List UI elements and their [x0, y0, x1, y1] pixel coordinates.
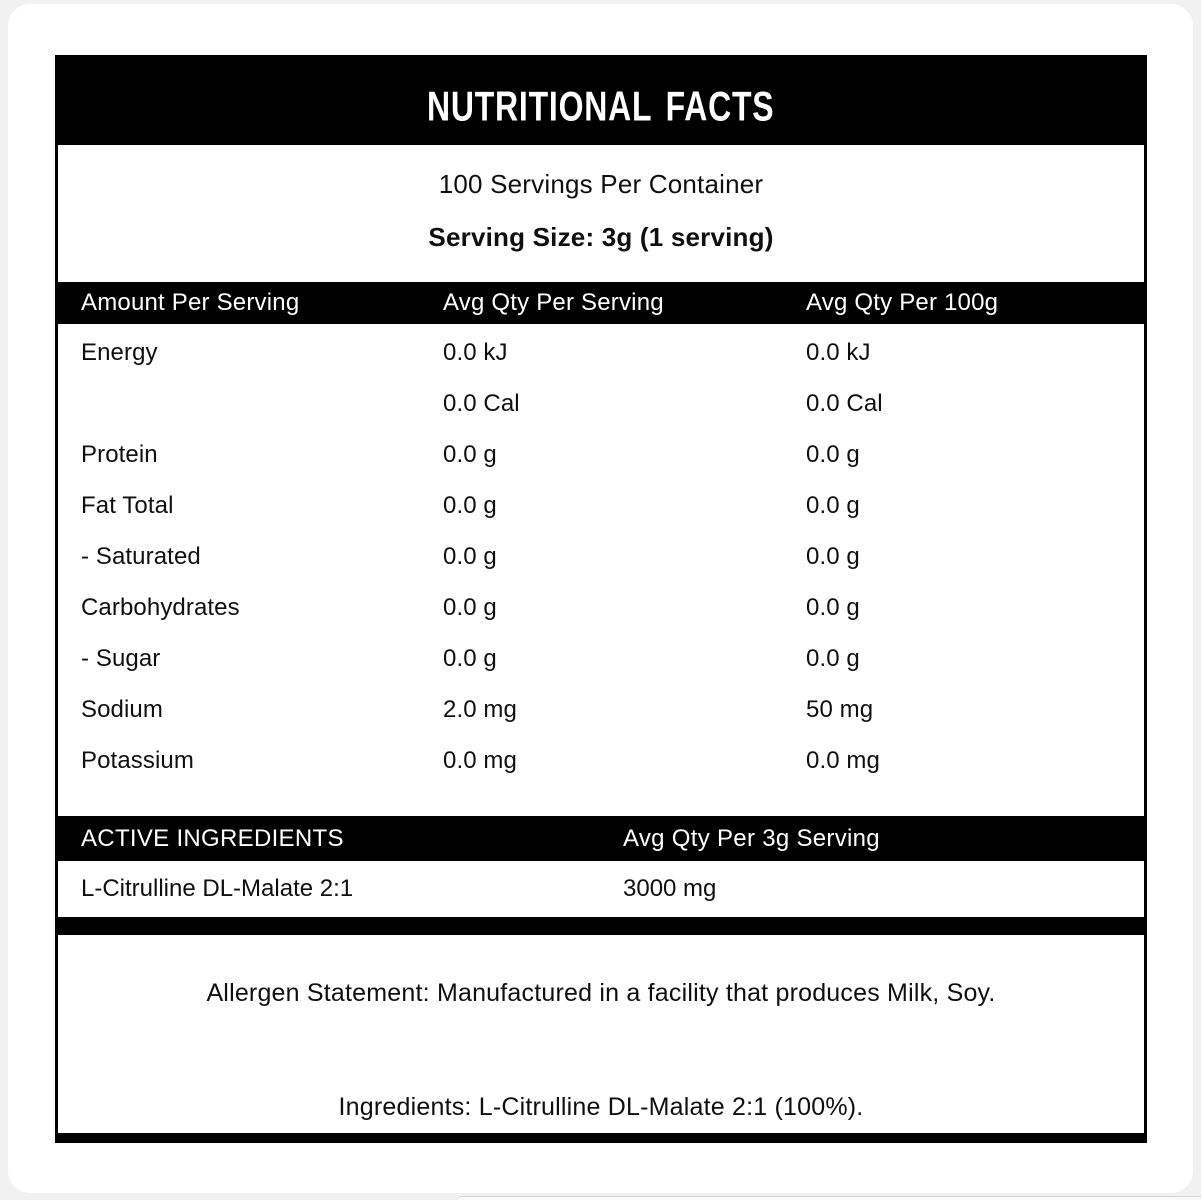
nutrient-name: Carbohydrates [81, 593, 240, 621]
nutrient-per-100g: 0.0 g [806, 542, 860, 570]
serving-info-section: 100 Servings Per Container Serving Size:… [58, 145, 1144, 282]
table-row-energy-cal: 0.0 Cal 0.0 Cal [58, 378, 1144, 429]
section-divider-bar [58, 917, 1144, 935]
table-row-sodium: Sodium 2.0 mg 50 mg [58, 684, 1144, 735]
active-ingredient-name: L-Citrulline DL-Malate 2:1 [81, 875, 354, 902]
table-row-energy: Energy 0.0 kJ 0.0 kJ [58, 327, 1144, 378]
table-row-potassium: Potassium 0.0 mg 0.0 mg [58, 735, 1144, 786]
nutrition-table-header: Amount Per Serving Avg Qty Per Serving A… [58, 282, 1144, 324]
servings-per-container: 100 Servings Per Container [438, 168, 764, 199]
header-active-ingredients: ACTIVE INGREDIENTS [81, 824, 344, 852]
allergen-statement: Allergen Statement: Manufactured in a fa… [206, 979, 996, 1007]
label-title-bar: Nutritional Facts [58, 55, 1144, 145]
nutrient-per-serving: 0.0 kJ [443, 338, 508, 366]
nutrient-per-100g: 0.0 g [806, 440, 860, 468]
statements-section: Allergen Statement: Manufactured in a fa… [58, 935, 1144, 1133]
header-avg-qty-per-100g: Avg Qty Per 100g [806, 289, 999, 316]
table-row-sugar: - Sugar 0.0 g 0.0 g [58, 633, 1144, 684]
nutritional-facts-label: Nutritional Facts 100 Servings Per Conta… [55, 55, 1147, 1143]
nutrient-per-100g: 0.0 g [806, 644, 860, 672]
nutrition-table: Energy 0.0 kJ 0.0 kJ 0.0 Cal 0.0 Cal Pro… [58, 324, 1144, 816]
adjacent-card-edge [458, 1196, 1201, 1200]
nutrient-name: Protein [81, 440, 158, 468]
nutrient-per-100g: 0.0 kJ [806, 338, 871, 366]
header-avg-qty-per-3g-serving: Avg Qty Per 3g Serving [623, 824, 880, 852]
table-row-citrulline: L-Citrulline DL-Malate 2:1 3000 mg [58, 861, 1144, 917]
label-title: Nutritional Facts [427, 66, 775, 134]
table-row-fat-total: Fat Total 0.0 g 0.0 g [58, 480, 1144, 531]
nutrient-per-100g: 0.0 g [806, 491, 860, 519]
nutrient-per-serving: 0.0 mg [443, 746, 517, 774]
nutrient-per-100g: 0.0 mg [806, 746, 880, 774]
nutrient-per-100g: 50 mg [806, 695, 874, 723]
label-bottom-bar [58, 1133, 1144, 1143]
nutrient-per-100g: 0.0 g [806, 593, 860, 621]
nutrient-per-serving: 0.0 g [443, 542, 497, 570]
nutrient-name: Sodium [81, 695, 163, 723]
table-row-carbohydrates: Carbohydrates 0.0 g 0.0 g [58, 582, 1144, 633]
nutrient-name: Energy [81, 338, 158, 366]
table-row-protein: Protein 0.0 g 0.0 g [58, 429, 1144, 480]
table-row-saturated: - Saturated 0.0 g 0.0 g [58, 531, 1144, 582]
nutrient-per-100g: 0.0 Cal [806, 389, 883, 417]
active-ingredient-qty: 3000 mg [623, 875, 717, 902]
nutrient-per-serving: 0.0 Cal [443, 389, 520, 417]
nutrient-name: Fat Total [81, 491, 174, 519]
nutrient-per-serving: 2.0 mg [443, 695, 517, 723]
header-amount-per-serving: Amount Per Serving [81, 289, 300, 316]
nutrient-per-serving: 0.0 g [443, 644, 497, 672]
nutrient-per-serving: 0.0 g [443, 440, 497, 468]
nutrient-per-serving: 0.0 g [443, 593, 497, 621]
header-avg-qty-per-serving: Avg Qty Per Serving [443, 289, 664, 316]
nutrient-name: - Saturated [81, 542, 201, 570]
product-info-card: Nutritional Facts 100 Servings Per Conta… [8, 4, 1193, 1193]
ingredients-statement: Ingredients: L-Citrulline DL-Malate 2:1 … [338, 1093, 864, 1121]
nutrient-name: Potassium [81, 746, 194, 774]
serving-size: Serving Size: 3g (1 serving) [428, 221, 774, 252]
active-ingredients-header: ACTIVE INGREDIENTS Avg Qty Per 3g Servin… [58, 816, 1144, 861]
nutrient-name: - Sugar [81, 644, 161, 672]
nutrient-per-serving: 0.0 g [443, 491, 497, 519]
